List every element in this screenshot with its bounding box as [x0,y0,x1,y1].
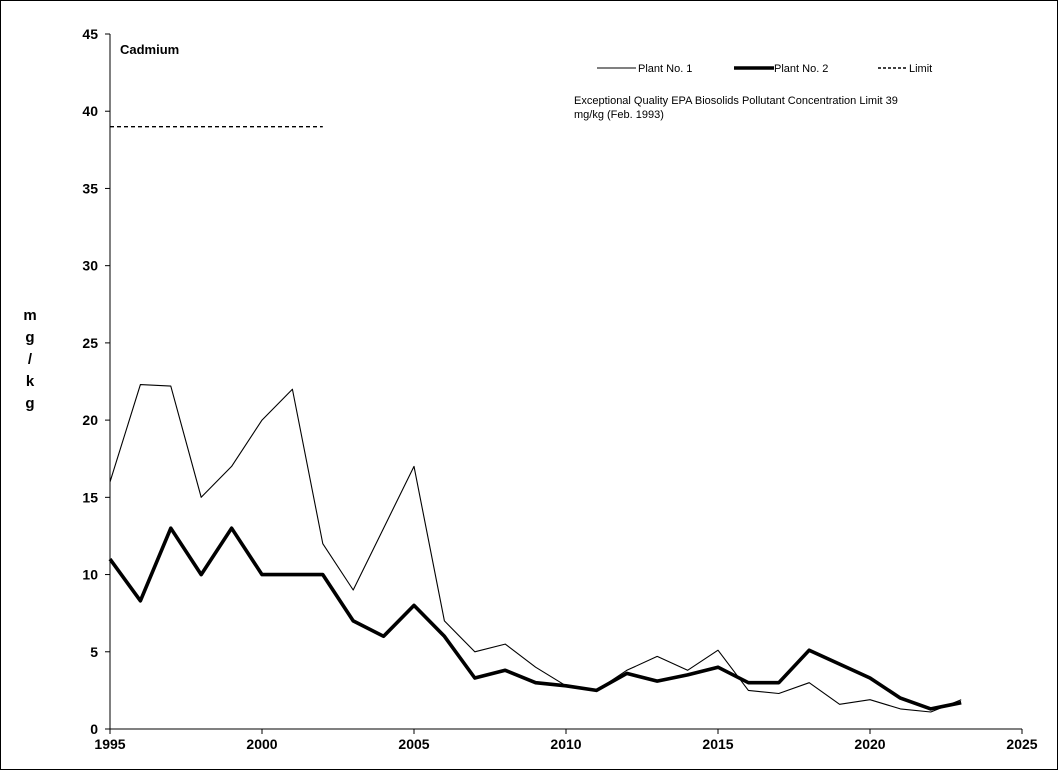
y-axis-label-letter: k [26,373,35,390]
series-lines [108,125,962,713]
limit-annotation: Exceptional Quality EPA Biosolids Pollut… [574,95,898,121]
annotation-line-2: mg/kg (Feb. 1993) [574,109,664,121]
y-axis-label-letter: m [23,307,36,324]
y-tick-label: 0 [90,721,98,737]
y-axis-label: m g / k g [23,307,36,412]
chart-title: Cadmium [120,42,179,57]
x-tick-label: 2020 [854,736,885,752]
x-tick-label: 2005 [398,736,429,752]
x-tick-label: 2000 [246,736,277,752]
legend-label-limit: Limit [909,63,932,75]
y-tick-label: 40 [82,103,98,119]
x-tick-label: 2025 [1006,736,1037,752]
y-axis-label-letter: g [25,329,34,346]
y-tick-label: 5 [90,644,98,660]
y-tick-label: 30 [82,258,98,274]
series-line-plant-no-1 [109,384,962,713]
y-tick-label: 25 [82,335,98,351]
y-axis-label-letter: g [25,395,34,412]
y-tick-label: 10 [82,567,98,583]
y-tick-label: 35 [82,180,98,196]
x-tick-label: 2010 [550,736,581,752]
y-tick-label: 15 [82,489,98,505]
y-axis-label-letter: / [28,351,33,368]
y-tick-label: 45 [82,26,98,42]
x-tick-label: 1995 [94,736,125,752]
annotation-line-1: Exceptional Quality EPA Biosolids Pollut… [574,95,898,107]
y-tick-label: 20 [82,412,98,428]
axes [105,33,1023,734]
x-tick-label: 2015 [702,736,733,752]
legend: Plant No. 1 Plant No. 2 Limit [597,63,932,75]
series-line-plant-no-2 [108,526,962,711]
legend-label-plant-2: Plant No. 2 [774,63,828,75]
legend-label-plant-1: Plant No. 1 [638,63,692,75]
